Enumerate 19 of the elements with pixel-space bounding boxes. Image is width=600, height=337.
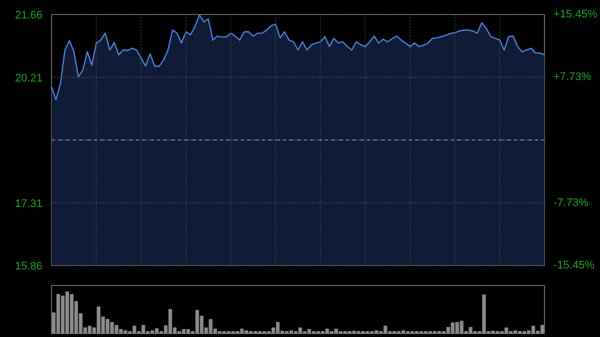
y2-tick-label: +7.73%: [554, 71, 592, 84]
bar: [289, 330, 294, 334]
y2-tick-label: -15.45%: [554, 260, 595, 272]
bar: [298, 327, 302, 334]
y2-tick-label: -7.73%: [554, 196, 589, 209]
bar: [540, 324, 544, 334]
y2-tick-label: +15.45%: [554, 8, 598, 20]
bar: [307, 329, 312, 334]
bar: [186, 329, 190, 334]
bar: [182, 329, 186, 334]
bar: [65, 292, 70, 334]
bar: [56, 294, 60, 334]
y-tick-label: 21.66: [14, 10, 43, 22]
bar: [60, 296, 65, 334]
y-tick-label: 15.86: [14, 260, 43, 272]
bar: [168, 309, 172, 334]
bar: [531, 326, 536, 334]
y-tick-label: 17.31: [14, 198, 43, 210]
y-tick-label: 20.21: [14, 72, 43, 84]
